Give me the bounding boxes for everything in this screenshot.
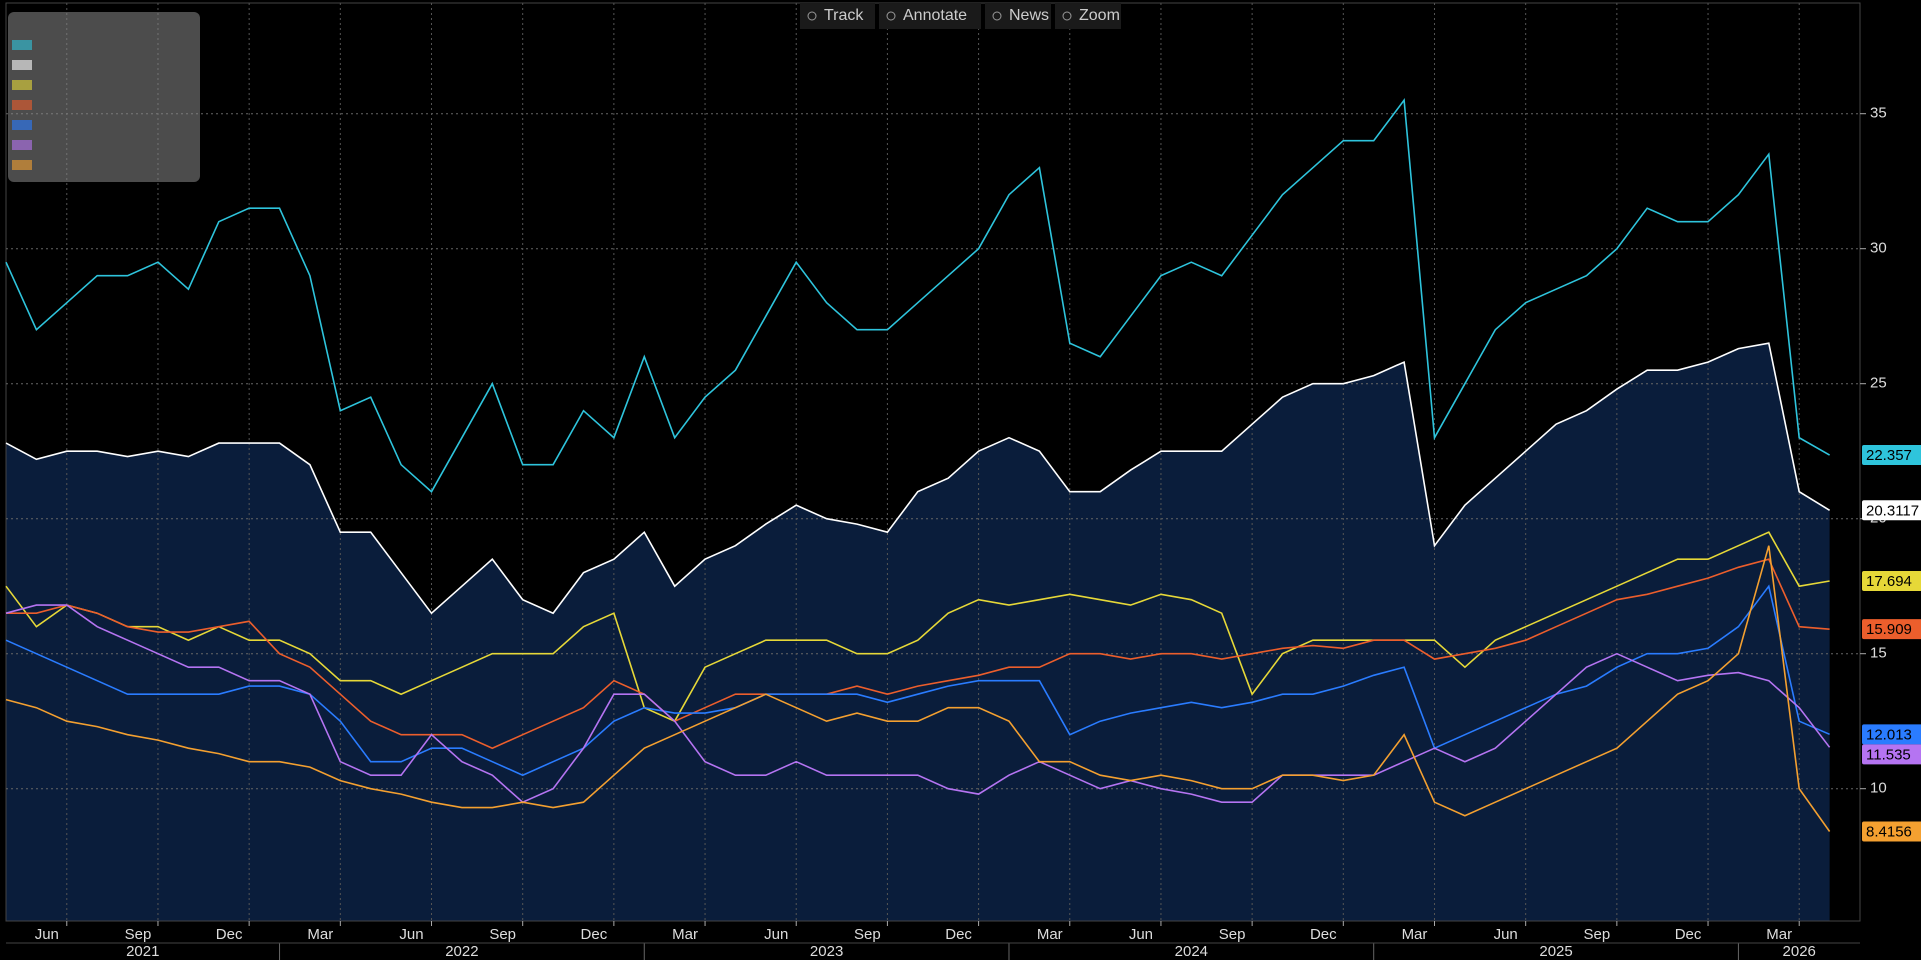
toolbar-icon — [1062, 11, 1072, 21]
series-area — [6, 343, 1830, 921]
legend-swatch — [12, 80, 32, 90]
x-tick-label: Sep — [489, 926, 516, 943]
last-value-label: 20.3117 — [1866, 502, 1919, 519]
toolbar-icon — [807, 11, 817, 21]
last-value-box — [1862, 744, 1921, 765]
x-tick-label: Sep — [125, 926, 152, 943]
toolbar-button-bg — [985, 3, 1051, 29]
legend — [8, 12, 200, 182]
year-label: 2022 — [445, 943, 478, 960]
x-tick-label: Sep — [854, 926, 881, 943]
year-label: 2021 — [126, 943, 159, 960]
series-line — [5, 98, 1830, 493]
series-line — [5, 342, 1831, 615]
y-tick-label: 15 — [1870, 645, 1887, 662]
series-line — [5, 531, 1830, 723]
legend-swatch — [12, 120, 32, 130]
x-tick-label: Dec — [1310, 926, 1337, 943]
toolbar-button[interactable]: Annotate — [879, 3, 981, 29]
x-tick-label: Jun — [1129, 926, 1153, 943]
toolbar-label: Zoom — [1079, 7, 1120, 24]
last-value-box — [1862, 821, 1921, 842]
legend-swatch — [12, 140, 32, 150]
series-line — [6, 558, 1830, 750]
toolbar-icon — [886, 11, 896, 21]
toolbar-label: Annotate — [903, 7, 967, 24]
legend-swatch — [12, 100, 32, 110]
x-tick-label: Mar — [1037, 926, 1063, 943]
y-tick-label: 10 — [1870, 780, 1887, 797]
x-tick-label: Jun — [35, 926, 59, 943]
series-line — [5, 545, 1831, 832]
last-value-label: 12.013 — [1866, 726, 1912, 743]
toolbar-button[interactable]: News — [985, 3, 1051, 29]
legend-swatch — [12, 40, 32, 50]
y-tick-label: 30 — [1870, 240, 1887, 257]
toolbar-button-bg — [879, 3, 981, 29]
y-tick-label: 25 — [1870, 375, 1887, 392]
last-value-box — [1862, 619, 1921, 640]
plot-area — [6, 343, 1830, 921]
last-value-box — [1862, 500, 1921, 521]
toolbar-button-bg — [1055, 3, 1121, 29]
x-tick-label: Sep — [1219, 926, 1246, 943]
series-line — [5, 604, 1831, 804]
legend-box — [8, 12, 200, 182]
last-value-box — [1862, 724, 1921, 745]
x-tick-label: Mar — [1766, 926, 1792, 943]
last-value-label: 17.694 — [1866, 573, 1912, 590]
x-tick-label: Mar — [672, 926, 698, 943]
last-value-label: 11.535 — [1866, 746, 1911, 763]
x-tick-label: Jun — [764, 926, 788, 943]
toolbar-button[interactable]: Zoom — [1055, 3, 1121, 29]
legend-swatch — [12, 160, 32, 170]
year-label: 2024 — [1175, 943, 1208, 960]
last-value-label: 15.909 — [1866, 621, 1912, 638]
x-tick-label: Jun — [399, 926, 423, 943]
x-tick-label: Dec — [945, 926, 972, 943]
last-value-label: 22.357 — [1866, 447, 1912, 464]
x-tick-label: Jun — [1494, 926, 1518, 943]
x-tick-label: Mar — [1402, 926, 1428, 943]
x-tick-label: Dec — [1675, 926, 1702, 943]
x-tick-label: Dec — [581, 926, 608, 943]
last-value-box — [1862, 445, 1921, 466]
toolbar-label: News — [1009, 7, 1049, 24]
last-value-box — [1862, 570, 1921, 591]
year-label: 2025 — [1539, 943, 1572, 960]
toolbar-label: Track — [824, 7, 864, 24]
toolbar-button[interactable]: Track — [800, 3, 875, 29]
last-value-label: 8.4156 — [1866, 823, 1912, 840]
toolbar: Track Annotate News Zoom — [800, 3, 1121, 29]
legend-swatch — [12, 60, 32, 70]
y-tick-label: 35 — [1870, 105, 1887, 122]
toolbar-button-bg — [800, 3, 875, 29]
x-tick-label: Sep — [1584, 926, 1611, 943]
year-label: 2023 — [810, 943, 843, 960]
x-tick-label: Mar — [307, 926, 333, 943]
year-label: 2026 — [1783, 943, 1816, 960]
toolbar-icon — [992, 11, 1002, 21]
x-tick-label: Dec — [216, 926, 243, 943]
